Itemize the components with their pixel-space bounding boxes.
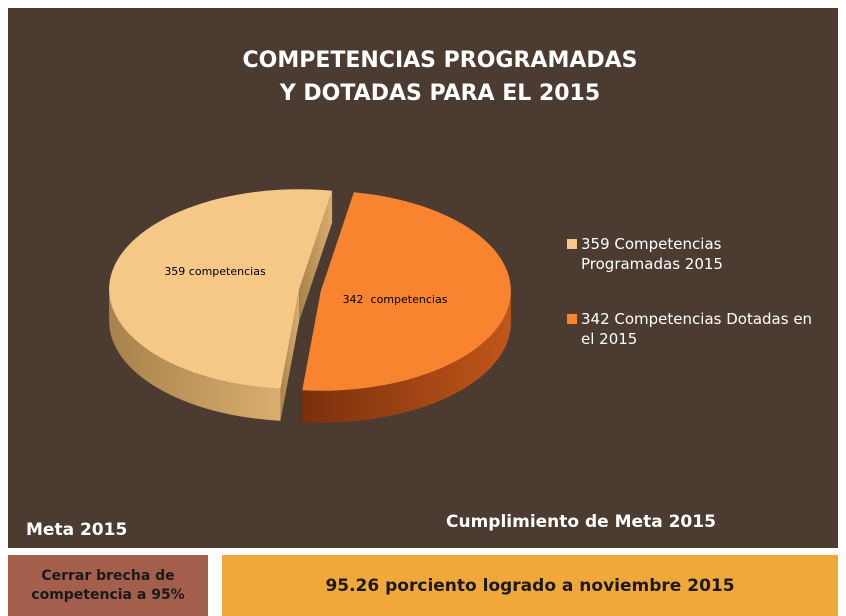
slice-side xyxy=(280,289,300,421)
slice-side xyxy=(299,190,333,322)
chart-title: COMPETENCIAS PROGRAMADAS Y DOTADAS PARA … xyxy=(242,48,638,106)
legend-swatch xyxy=(567,314,577,324)
pie-slice xyxy=(302,192,511,391)
legend-item: 359 Competencias Programadas 2015 xyxy=(567,234,817,274)
slice-side xyxy=(302,290,511,423)
legend-swatch xyxy=(567,239,577,249)
slice-side xyxy=(109,289,281,421)
legend-label: 342 Competencias Dotadas en el 2015 xyxy=(581,310,813,348)
result-label: Cumplimiento de Meta 2015 xyxy=(446,512,716,532)
goal-box: Cerrar brecha de competencia a 95% xyxy=(8,555,208,616)
legend-label: 359 Competencias Programadas 2015 xyxy=(581,235,723,273)
legend-item: 342 Competencias Dotadas en el 2015 xyxy=(567,309,817,349)
pie-slice xyxy=(109,189,333,389)
data-label: 359 competencias xyxy=(164,265,266,278)
meta-label: Meta 2015 xyxy=(26,520,128,540)
data-label: 342 competencias xyxy=(343,293,448,306)
result-box: 95.26 porciento logrado a noviembre 2015 xyxy=(222,555,838,616)
